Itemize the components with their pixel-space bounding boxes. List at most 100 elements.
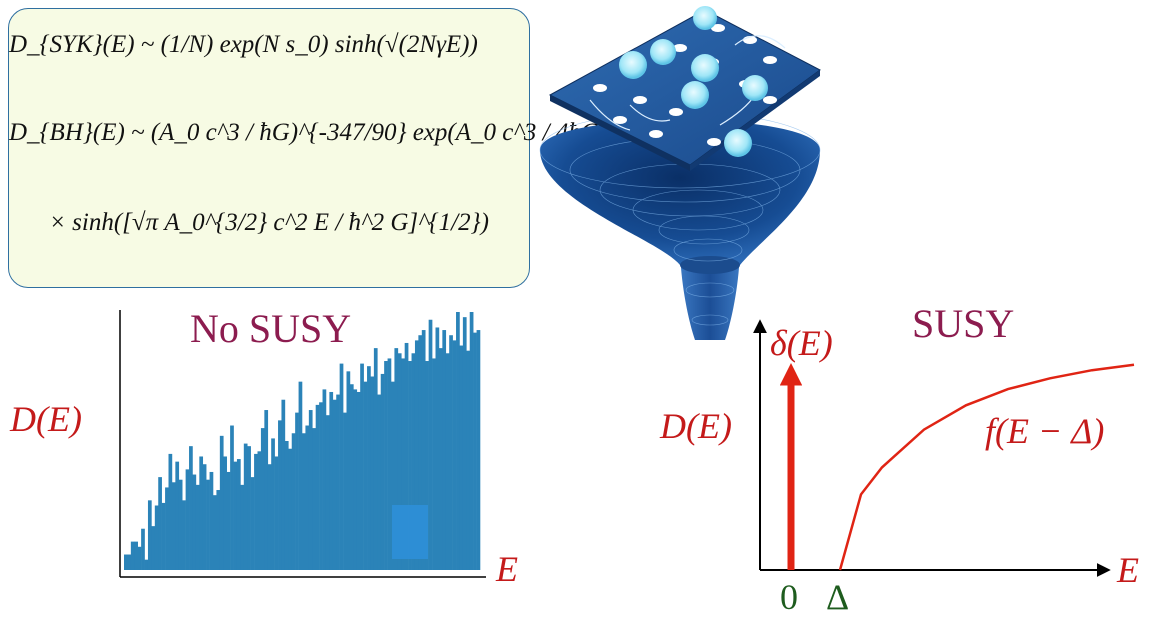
histogram-bar [236,459,241,570]
histogram-bar [240,484,245,570]
left-plot-title: No SUSY [190,306,352,351]
histogram-bar [305,425,310,570]
histogram-bar [134,541,138,570]
histogram-bar [373,348,378,570]
histogram-bar [233,461,238,570]
histogram-bar [466,350,471,570]
histogram-bar [319,402,323,570]
histogram-bar [401,358,405,570]
histogram-bar [165,487,169,570]
left-plot-ylabel: D(E) [10,399,82,439]
histogram-bar [432,358,436,570]
histogram-bar [339,363,344,570]
histogram-bar [141,528,145,570]
histogram-bar [452,340,457,570]
histogram-bar [356,391,361,570]
histogram-bar [182,500,186,570]
histogram-bar [411,353,416,570]
histogram-bar [230,425,234,570]
histogram-bar [281,399,286,570]
histogram-bar [363,381,368,570]
histogram-bar [192,474,197,570]
histogram-bar [308,410,313,570]
histogram-bar [322,389,327,570]
histogram-bar [438,348,443,570]
histogram-bar [315,404,320,570]
funnel-bowl [540,120,820,265]
histogram-bar [264,410,269,570]
histogram-bar [377,394,382,570]
histogram-bar [408,361,412,570]
histogram-bar [175,461,180,570]
curve-label: f(E − Δ) [985,411,1105,451]
histogram-bar [414,340,419,570]
histogram-bar [476,330,481,570]
histogram-bar [418,335,423,570]
histogram-bar [459,345,464,570]
histogram-bar [332,399,337,570]
histogram-bar [250,477,255,570]
histogram-bar [384,361,388,570]
histogram-bar [353,389,358,570]
histogram-bar [469,312,474,570]
syk-density-formula: D_{SYK}(E) ~ (1/N) exp(N s_0) sinh(√(2Nγ… [9,31,478,58]
histogram-bar [442,330,447,570]
histogram-bar [360,363,364,570]
histogram-bar [202,464,207,570]
histogram-bar [260,428,265,570]
histogram-bar [206,479,210,570]
histogram-bar [312,428,316,570]
histogram-bar [271,438,275,570]
histogram-bar [274,456,279,570]
histogram-bar [421,330,426,570]
histogram-bar [216,490,221,570]
histogram-bar [219,435,224,570]
histogram-bar [394,348,399,570]
histogram-bar [445,353,450,570]
histogram-bar [257,451,262,570]
histogram-bar [267,464,272,570]
histogram-bar [144,559,149,570]
histogram-bar [462,317,467,570]
histogram-bar [325,415,330,570]
histogram-bar [349,384,354,570]
histogram-bar [298,381,303,570]
histogram-bar [346,371,351,570]
histogram-bar [226,471,231,570]
left-plot-xlabel: E [496,549,518,589]
bh-density-formula-line1: D_{BH}(E) ~ (A_0 c^3 / ħG)^{-347/90} exp… [9,119,608,146]
histogram-bar [284,441,289,570]
histogram-bar [213,495,217,570]
histogram-bar [223,456,227,570]
right-plot-ylabel: D(E) [660,406,732,446]
histogram-bar [473,332,477,570]
histogram-bar [329,391,334,570]
histogram-bar [171,482,176,570]
histogram-bar [154,505,159,570]
histogram-bar [302,433,306,570]
histogram-bar [397,353,402,570]
highlight-block [392,505,428,559]
histogram-bar [137,546,142,570]
histogram-bar [449,335,453,570]
histogram-bar [199,456,204,570]
bh-density-formula-line2: × sinh([√π A_0^{3/2} c^2 E / ħ^2 G]^{1/2… [49,209,489,236]
histogram-bar [147,500,152,570]
histogram-bar [291,433,296,570]
histogram-bar [387,358,392,570]
histogram-bar [158,477,162,570]
histogram-bar [124,554,128,570]
histogram-bar [456,312,460,570]
histogram-bar [425,361,429,570]
histogram-bar [178,479,183,570]
histogram-bar [254,453,258,570]
histogram-bar [247,446,251,570]
histogram-bar [435,327,440,570]
histogram-bar [288,448,293,570]
histogram-bar [130,541,135,570]
histogram-bar [343,412,347,570]
histogram-bar [161,502,166,570]
histogram-bar [151,526,156,570]
tick-zero: 0 [780,577,798,617]
